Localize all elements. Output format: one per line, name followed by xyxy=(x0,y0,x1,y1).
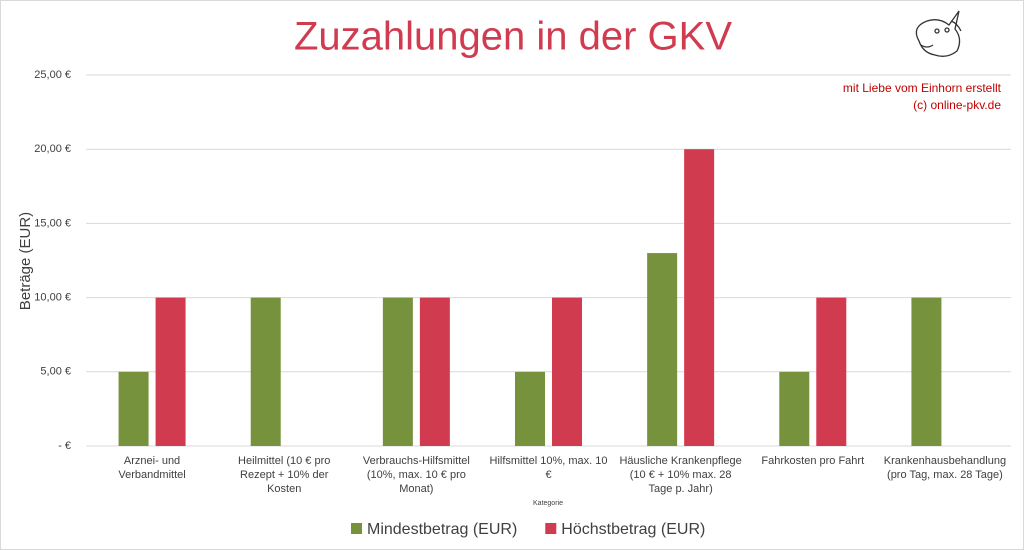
y-axis-label: Beträge (EUR) xyxy=(17,212,34,310)
x-tick-label: Häusliche Krankenpflege (10 € + 10% max.… xyxy=(619,455,742,495)
y-tick-label: 15,00 € xyxy=(34,217,71,229)
legend-label: Höchstbetrag (EUR) xyxy=(561,521,705,538)
x-tick-label: Hilfsmittel 10%, max. 10 € xyxy=(489,455,608,481)
bar xyxy=(684,149,715,446)
bar xyxy=(779,371,810,446)
x-tick-label: Arznei- und Verbandmittel xyxy=(118,455,186,481)
y-tick-label: 5,00 € xyxy=(40,366,71,378)
bar xyxy=(515,371,545,446)
chart-title: Zuzahlungen in der GKV xyxy=(294,15,732,59)
bar xyxy=(552,297,582,446)
bar xyxy=(911,297,942,446)
x-tick-label: Heilmittel (10 € pro Rezept + 10% der Ko… xyxy=(238,455,331,495)
bar xyxy=(647,253,678,446)
annotation: mit Liebe vom Einhorn erstellt xyxy=(843,81,1002,95)
bar xyxy=(382,297,413,446)
annotation: (c) online-pkv.de xyxy=(913,98,1001,112)
y-tick-label: - € xyxy=(58,440,71,452)
x-tick-label: Verbrauchs-Hilfsmittel (10%, max. 10 € p… xyxy=(362,455,470,495)
unicorn-icon xyxy=(915,10,962,57)
x-tick-label: Fahrkosten pro Fahrt xyxy=(761,455,865,467)
legend-swatch xyxy=(351,523,362,534)
legend-swatch xyxy=(545,523,557,534)
bar xyxy=(816,297,847,446)
y-tick-label: 25,00 € xyxy=(34,69,71,81)
legend-label: Mindestbetrag (EUR) xyxy=(367,521,517,538)
bar xyxy=(155,297,186,446)
y-tick-label: 10,00 € xyxy=(34,292,71,304)
bar xyxy=(419,297,450,446)
x-tick-label: Krankenhausbehandlung (pro Tag, max. 28 … xyxy=(883,455,1007,481)
bar xyxy=(250,297,281,446)
x-axis-label: Kategorie xyxy=(533,500,563,507)
y-tick-label: 20,00 € xyxy=(34,143,71,155)
bar xyxy=(118,371,149,446)
